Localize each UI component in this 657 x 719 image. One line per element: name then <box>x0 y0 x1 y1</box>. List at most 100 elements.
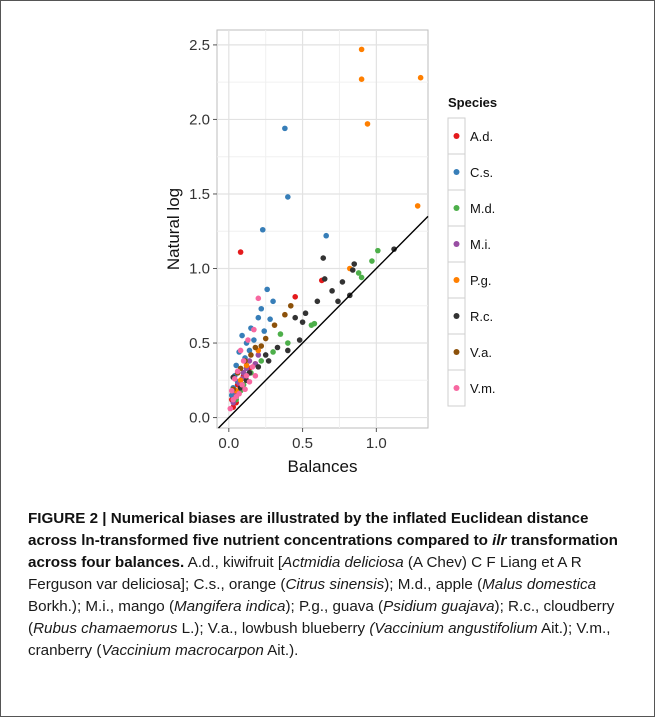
data-point <box>252 373 259 379</box>
caption-text: ); P.g., guava ( <box>285 598 384 615</box>
x-tick-label: 0.0 <box>218 435 239 452</box>
data-point <box>251 326 257 333</box>
legend-label: C.s. <box>470 165 493 180</box>
caption-species-name: Rubus chamaemorus <box>33 620 178 637</box>
legend-marker <box>453 385 460 391</box>
data-point <box>262 335 269 342</box>
data-point <box>292 314 299 321</box>
legend-label: A.d. <box>470 129 493 144</box>
caption-body: A.d., kiwifruit [Actmidia deliciosa (A C… <box>28 554 614 659</box>
caption-text: Borkh.); M.i., mango ( <box>28 598 175 615</box>
legend-label: R.c. <box>470 309 493 324</box>
caption-text: Ait.). <box>263 642 299 659</box>
caption-text: ); M.d., apple ( <box>384 576 483 593</box>
data-point <box>321 276 328 282</box>
data-point <box>375 247 381 254</box>
legend-title: Species <box>448 95 497 110</box>
data-point <box>311 320 318 327</box>
legend-label: V.m. <box>470 381 496 396</box>
data-point <box>246 378 253 385</box>
data-point <box>237 249 244 255</box>
data-point <box>262 352 269 358</box>
data-point <box>349 267 356 273</box>
data-point <box>414 203 421 209</box>
data-point <box>258 305 265 312</box>
y-tick-label: 0.0 <box>189 410 210 427</box>
data-point <box>258 343 265 349</box>
data-point <box>320 255 327 261</box>
data-point <box>249 364 256 370</box>
caption-species-name: Actmidia deliciosa <box>282 554 404 571</box>
data-point <box>243 373 250 379</box>
figure-caption: FIGURE 2 | Numerical biases are illustra… <box>28 508 640 662</box>
legend-marker <box>453 349 460 355</box>
data-point <box>234 368 241 375</box>
data-point <box>240 358 247 364</box>
legend-marker <box>453 205 460 211</box>
data-point <box>258 358 265 364</box>
data-point <box>248 352 254 358</box>
caption-text: (A Chev) C F Liang et A R Ferguson var d… <box>28 554 582 593</box>
data-point <box>255 295 262 302</box>
data-point <box>296 337 303 343</box>
scatter-chart: 0.0 0.5 1.0 0.0 0.5 1.0 1.5 2.0 2.5 Balances Natur… <box>164 29 497 476</box>
data-point <box>292 294 299 300</box>
data-point <box>287 302 294 309</box>
legend-label: M.i. <box>470 237 491 252</box>
data-point <box>237 347 244 354</box>
data-point <box>255 364 262 370</box>
data-point <box>252 344 259 351</box>
data-point <box>246 347 253 354</box>
caption-species-name: Malus domestica <box>482 576 597 593</box>
legend-marker <box>453 277 460 283</box>
data-point <box>267 316 273 322</box>
legend-label: P.g. <box>470 273 491 288</box>
data-point <box>237 377 244 384</box>
data-point <box>242 386 248 393</box>
data-point <box>245 337 251 343</box>
caption-species-name: (Vaccinium angustifolium <box>369 620 538 637</box>
data-point <box>302 310 309 317</box>
data-point <box>285 347 291 354</box>
data-point <box>274 344 281 351</box>
data-point <box>259 226 266 233</box>
y-tick-label: 2.0 <box>189 111 210 128</box>
x-tick-label: 0.5 <box>292 435 313 452</box>
data-point <box>264 286 270 293</box>
legend-marker <box>453 313 460 319</box>
data-point <box>228 387 235 394</box>
caption-text: ); R.c., cloudberry ( <box>28 598 615 637</box>
caption-species-name: Mangifera indica <box>174 598 286 615</box>
data-point <box>355 270 362 276</box>
data-point <box>261 328 268 334</box>
caption-ilr-term: ilr <box>492 532 507 549</box>
caption-species-name: Vaccinium macrocarpon <box>101 642 264 659</box>
data-point <box>246 358 253 364</box>
data-point <box>255 314 262 321</box>
y-tick-label: 0.5 <box>189 335 210 352</box>
data-point <box>282 311 288 318</box>
y-axis-title: Natural log <box>164 188 183 270</box>
data-point <box>265 358 272 364</box>
y-tick-label: 2.5 <box>189 37 210 54</box>
x-tick-label: 1.0 <box>366 435 387 452</box>
plot-panel <box>216 29 429 429</box>
data-point <box>239 332 245 339</box>
data-point <box>282 125 288 132</box>
data-point <box>251 337 257 343</box>
legend-marker <box>453 133 460 139</box>
data-point <box>351 261 358 267</box>
data-point <box>270 349 276 355</box>
caption-lead: FIGURE 2 | Numerical biases are illustra… <box>28 510 618 571</box>
legend-label: M.d. <box>470 201 495 216</box>
legend-marker <box>453 169 460 175</box>
data-point <box>299 319 306 325</box>
data-point <box>285 340 291 346</box>
data-point <box>255 352 262 358</box>
data-point <box>285 194 291 200</box>
data-point <box>227 405 234 412</box>
caption-text: L.); V.a., lowbush blueberry <box>177 620 370 637</box>
caption-species-name: Citrus sinensis <box>285 576 385 593</box>
data-point <box>329 288 335 294</box>
